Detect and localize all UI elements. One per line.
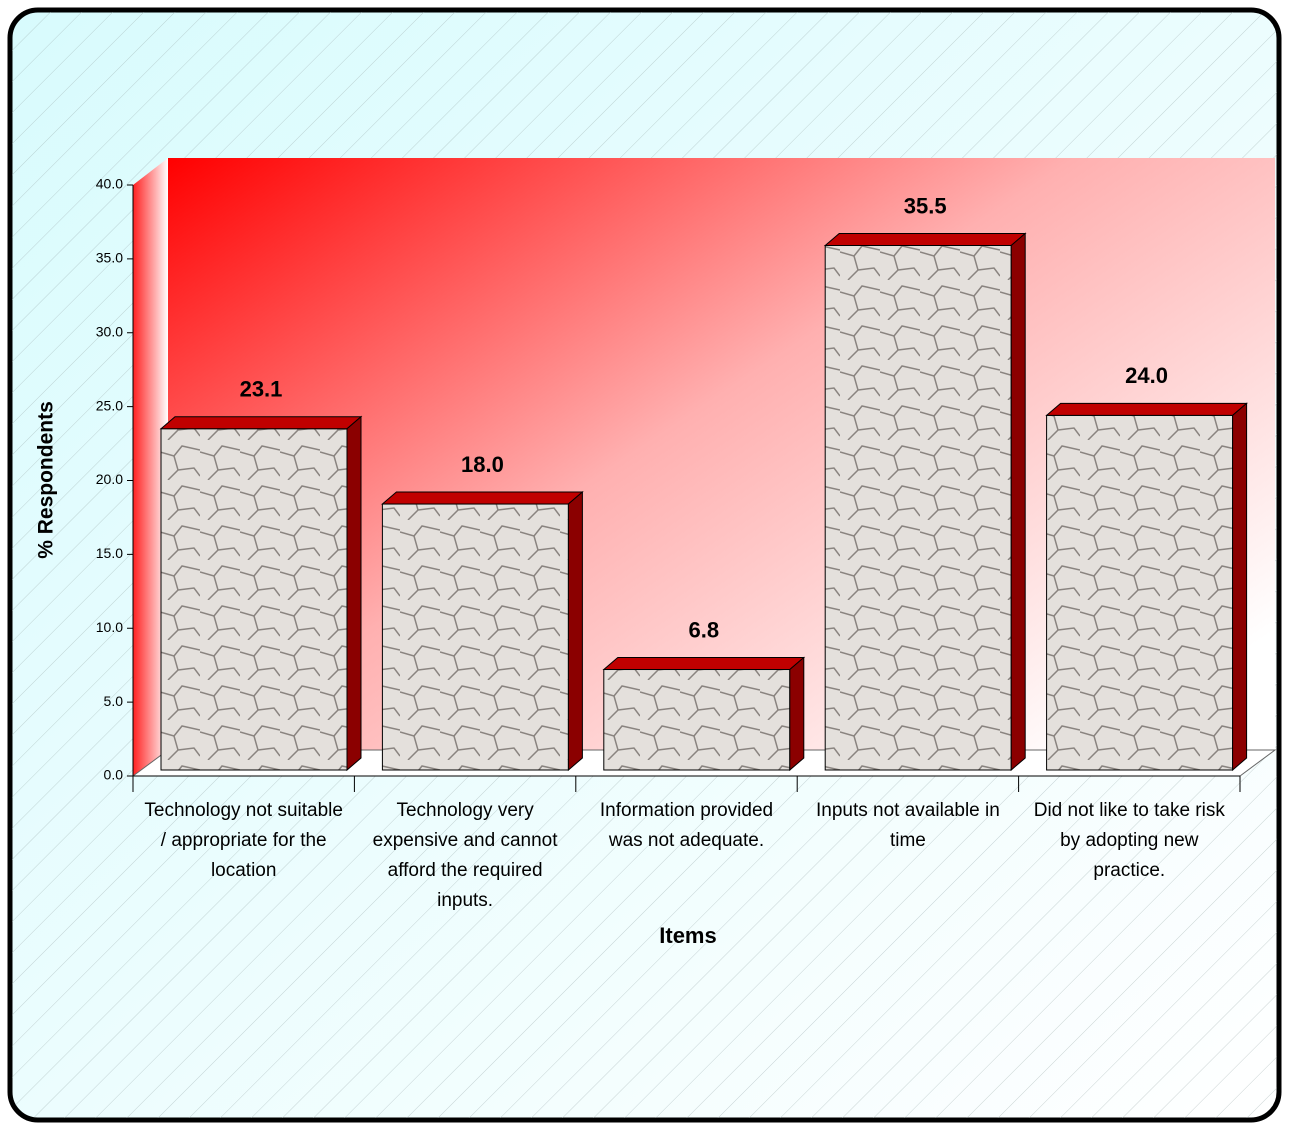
x-tick-label: Technology not suitable / appropriate for… [144,800,343,881]
y-tick-label: 35.0 [96,250,123,266]
label-line: Information provided [600,800,773,821]
bar-top [602,657,806,671]
bar-top [1045,402,1248,416]
x-tick-label: Technology very expensive and cannot affor… [373,800,559,911]
bar [824,244,1012,771]
y-tick-label: 10.0 [96,619,123,635]
label-line: / appropriate for the [161,830,327,851]
label-line: Did not like to take risk [1034,800,1226,821]
bar-top [381,491,584,505]
label-line: time [890,830,926,851]
bar-side [1010,232,1026,772]
side-wall [133,158,168,776]
label-line: Technology not suitable [144,800,343,821]
bar-side [567,490,583,772]
label-line: Technology very [396,800,534,821]
label-line: practice. [1093,860,1165,881]
label-line: expensive and cannot [373,830,559,851]
label-line: location [211,860,277,881]
y-axis-title: % Respondents [35,401,58,559]
y-tick-label: 30.0 [96,323,123,339]
label-line: was not adequate. [608,830,764,851]
x-axis-title: Items [659,923,716,948]
y-tick-label: 20.0 [96,471,123,487]
value-label: 23.1 [240,377,283,402]
y-tick-label: 5.0 [104,693,124,709]
label-line: afford the required [388,860,543,881]
x-tick-label: Inputs not available in time [816,800,1000,851]
bar [603,669,791,771]
y-tick-label: 25.0 [96,397,123,413]
bar-side [1232,402,1248,772]
value-label: 6.8 [689,617,720,642]
value-label: 24.0 [1125,363,1168,388]
label-line: inputs. [437,890,493,911]
y-tick-label: 40.0 [96,176,123,192]
bar [381,503,569,771]
bar-top [159,416,363,430]
label-line: Inputs not available in [816,800,1000,821]
y-tick-label: 0.0 [104,767,124,783]
bar-side [789,656,805,772]
bar-side [346,415,362,772]
value-label: 18.0 [461,452,504,477]
bar [1046,414,1234,771]
x-tick-label: Information provided was not adequate. [600,800,773,851]
label-line: by adopting new [1060,830,1199,851]
value-label: 35.5 [904,193,947,218]
y-tick-label: 15.0 [96,545,123,561]
bar-top [823,232,1027,246]
x-tick-label: Did not like to take risk by adopting new… [1034,800,1226,881]
bar [160,428,348,771]
